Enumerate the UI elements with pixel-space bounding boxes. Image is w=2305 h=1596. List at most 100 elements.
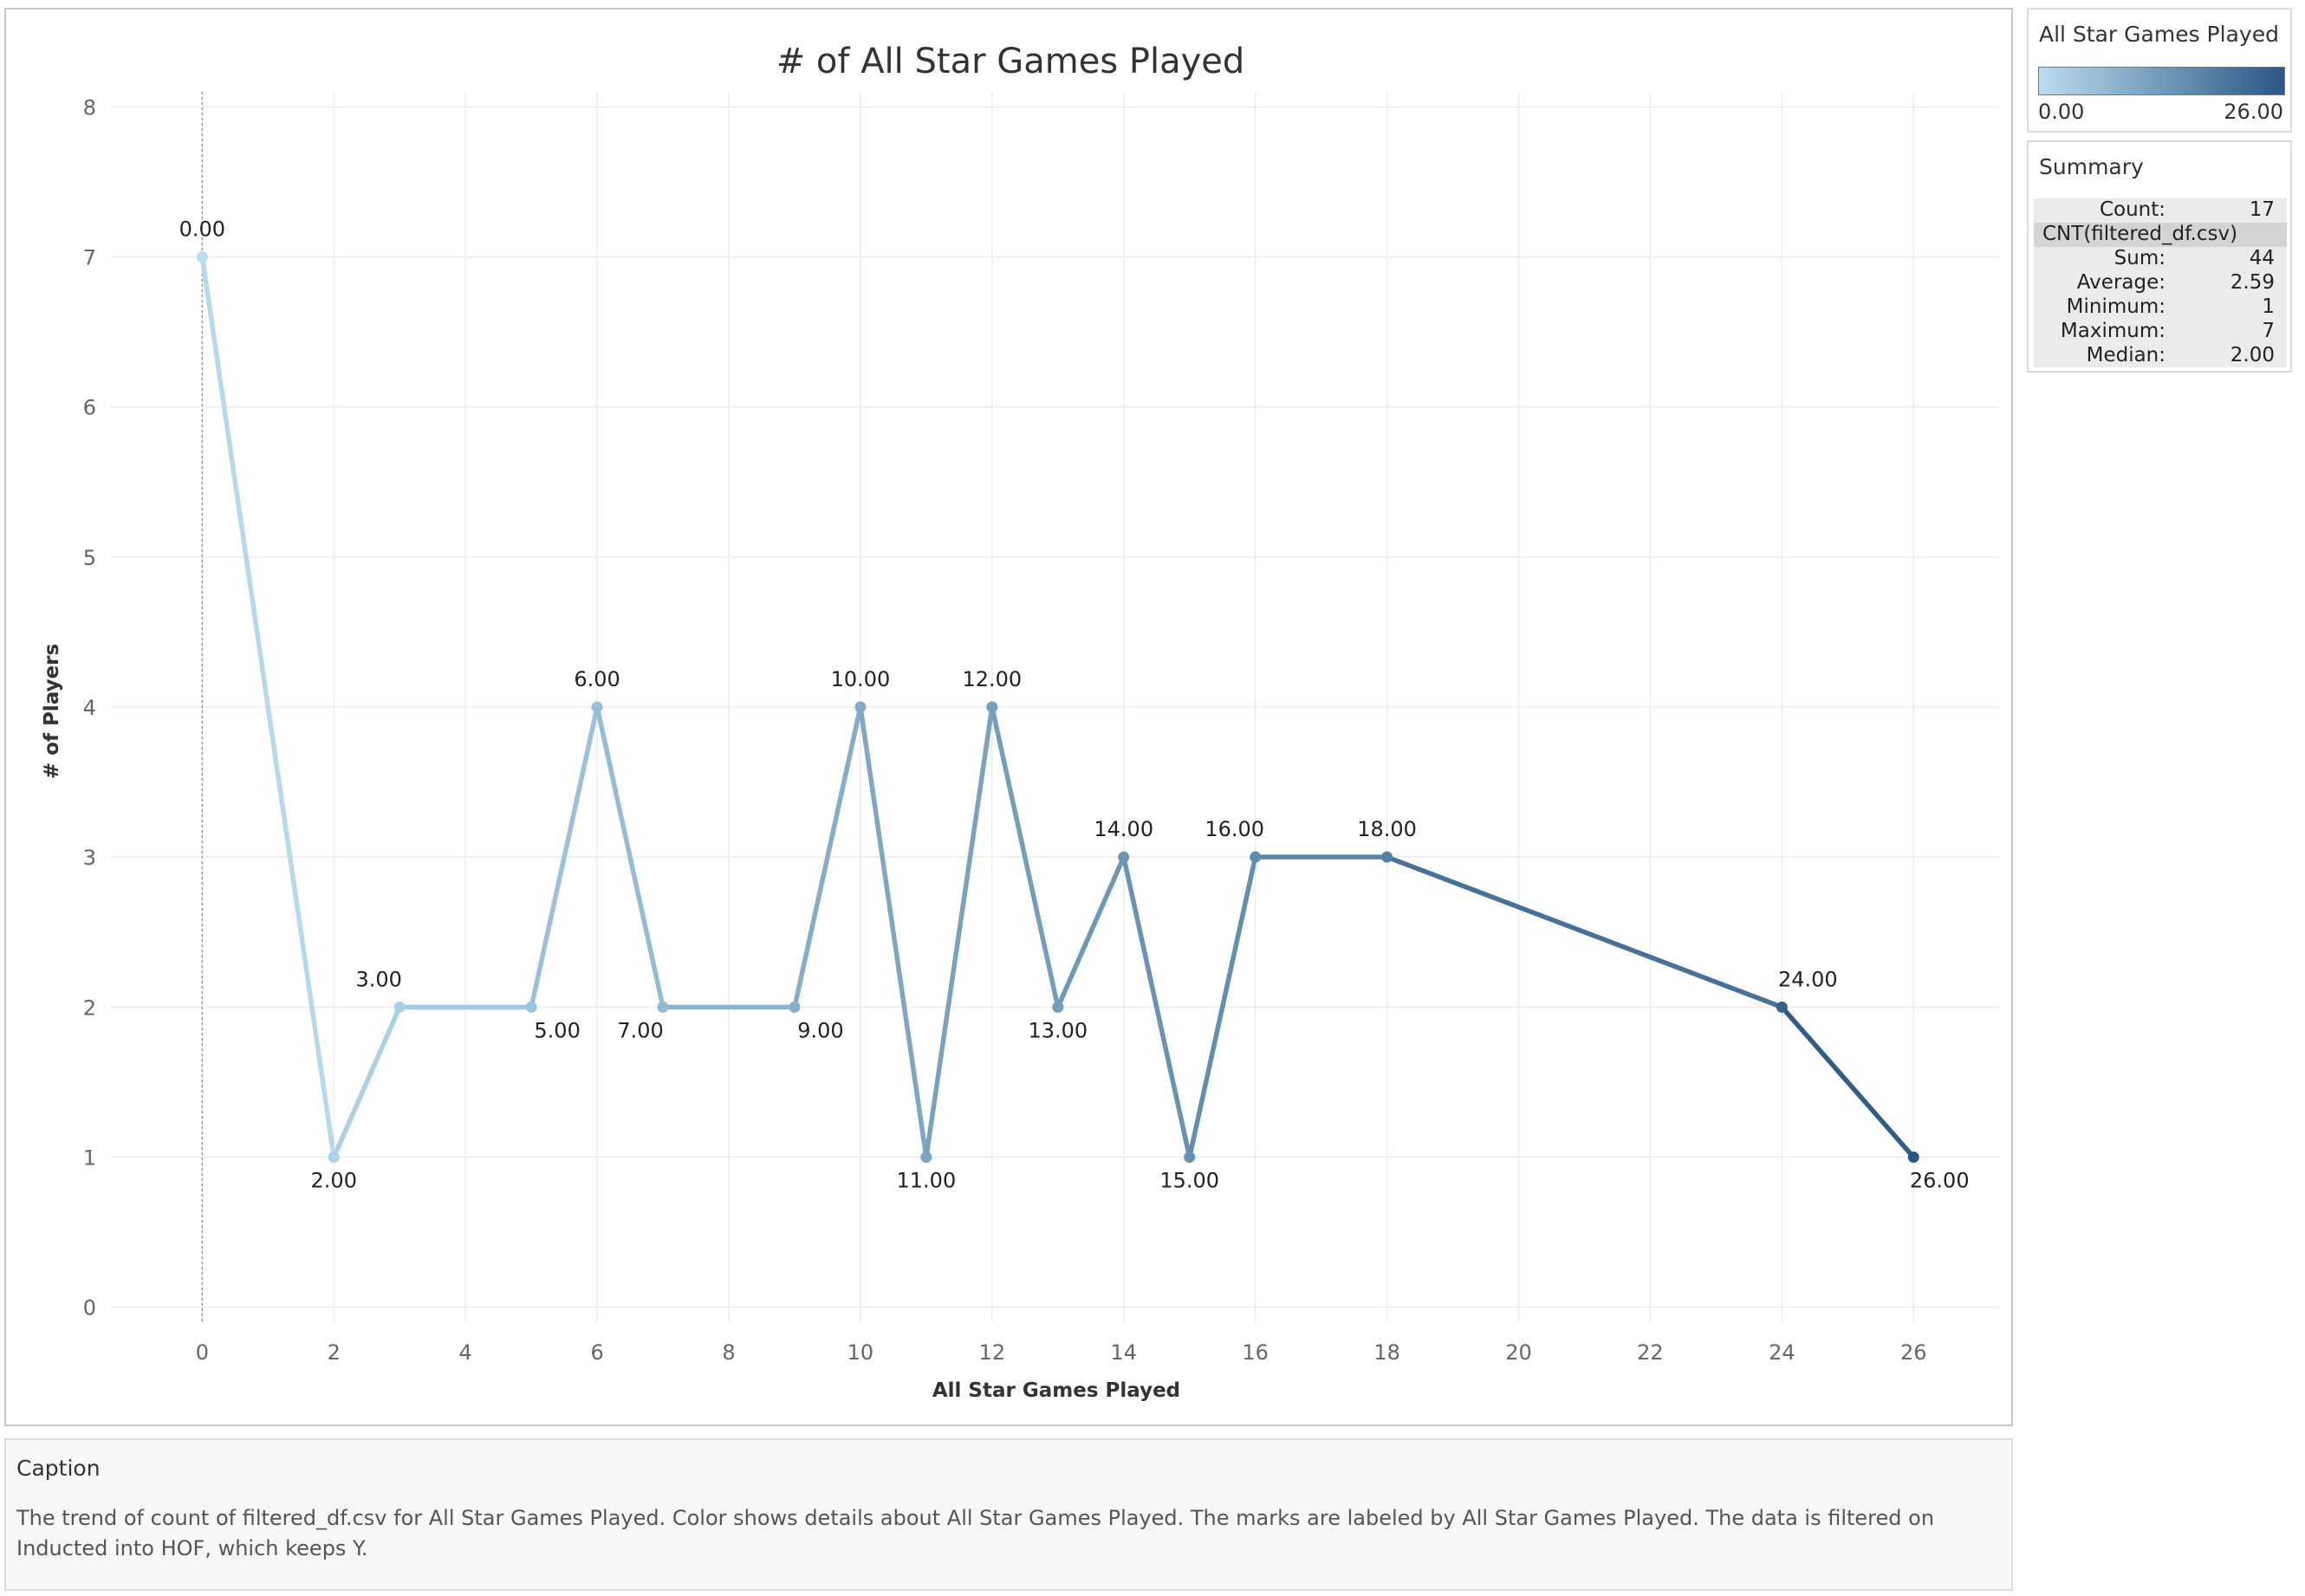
data-label: 11.00	[897, 1169, 957, 1193]
caption-text: The trend of count of filtered_df.csv fo…	[16, 1506, 1935, 1560]
summary-label: Average:	[2076, 271, 2165, 294]
line-segment	[924, 704, 995, 1160]
color-legend[interactable]: All Star Games Played 0.00 26.00	[2027, 8, 2292, 133]
summary-title: Summary	[2039, 154, 2144, 179]
data-label: 12.00	[962, 667, 1022, 691]
data-point	[1118, 851, 1130, 863]
x-tick-label: 14	[1110, 1340, 1137, 1365]
x-tick-label: 20	[1505, 1340, 1532, 1365]
x-tick-label: 18	[1373, 1340, 1400, 1365]
series-line	[199, 254, 1917, 1160]
line-segment	[199, 254, 337, 1160]
x-tick-label: 16	[1242, 1340, 1269, 1365]
line-segment	[529, 704, 600, 1010]
data-label: 5.00	[534, 1018, 580, 1042]
summary-row-median: Median: 2.00	[2034, 344, 2287, 368]
x-tick-label: 4	[459, 1340, 472, 1365]
data-label: 13.00	[1028, 1018, 1088, 1042]
legend-color-ramp	[2038, 67, 2285, 95]
data-label: 24.00	[1778, 967, 1838, 991]
summary-value: 2.00	[2230, 344, 2275, 367]
y-tick-label: 5	[83, 546, 96, 570]
summary-row-maximum: Maximum: 7	[2034, 320, 2287, 344]
summary-value: 1	[2262, 295, 2275, 318]
summary-value: 17	[2249, 198, 2275, 221]
x-tick-label: 0	[196, 1340, 209, 1365]
legend-max-label: 26.00	[2224, 100, 2283, 124]
data-point	[789, 1001, 801, 1013]
data-point	[1052, 1001, 1064, 1013]
x-tick-label: 10	[847, 1340, 874, 1365]
data-point	[393, 1001, 406, 1013]
summary-field-name: CNT(filtered_df.csv)	[2034, 223, 2287, 247]
summary-label: Count:	[2099, 198, 2165, 221]
caption-panel: Caption The trend of count of filtered_d…	[4, 1438, 2013, 1591]
data-label: 2.00	[311, 1169, 357, 1193]
data-label: 15.00	[1159, 1169, 1219, 1193]
y-tick-label: 2	[83, 996, 96, 1020]
data-point	[920, 1152, 932, 1164]
data-label: 16.00	[1204, 817, 1264, 841]
summary-row-count: Count: 17	[2034, 198, 2287, 223]
y-tick-label: 8	[83, 95, 96, 120]
summary-label: Sum:	[2113, 247, 2165, 269]
y-tick-label: 6	[83, 396, 96, 420]
x-tick-label: 24	[1769, 1340, 1795, 1365]
data-point	[1250, 851, 1262, 863]
line-segment	[1055, 854, 1127, 1010]
summary-row-average: Average: 2.59	[2034, 271, 2287, 295]
x-tick-label: 22	[1637, 1340, 1664, 1365]
line-segment	[1186, 854, 1258, 1160]
summary-row-minimum: Minimum: 1	[2034, 295, 2287, 320]
data-labels: 0.00 2.00 3.00 5.00 6.00 7.00 9.00 10.00 11.00 12…	[179, 217, 1970, 1192]
data-point	[328, 1152, 340, 1164]
caption-title: Caption	[16, 1456, 101, 1481]
data-label: 14.00	[1094, 817, 1153, 841]
y-axis-title: # of Players	[41, 644, 63, 779]
legend-min-label: 0.00	[2038, 100, 2085, 124]
summary-value: 7	[2262, 320, 2275, 342]
data-label: 6.00	[574, 667, 620, 691]
line-segment	[990, 704, 1061, 1010]
line-segment	[1121, 854, 1192, 1160]
summary-value: 44	[2249, 247, 2275, 269]
line-segment	[792, 704, 863, 1010]
data-point	[1184, 1152, 1196, 1164]
data-point	[525, 1001, 537, 1013]
y-tick-label: 0	[83, 1296, 96, 1320]
data-label: 26.00	[1910, 1169, 1970, 1193]
summary-value: 2.59	[2230, 271, 2275, 294]
summary-label: Minimum:	[2066, 295, 2165, 318]
y-tick-label: 7	[83, 245, 96, 269]
summary-field-label: CNT(filtered_df.csv)	[2042, 223, 2238, 245]
data-label: 0.00	[179, 217, 225, 241]
grid	[110, 92, 1999, 1322]
x-tick-label: 12	[979, 1340, 1006, 1365]
summary-label: Maximum:	[2060, 320, 2165, 342]
data-point	[196, 250, 208, 263]
chart-title: # of All Star Games Played	[776, 42, 1245, 81]
data-label: 7.00	[617, 1018, 663, 1042]
data-label: 3.00	[355, 967, 401, 991]
data-label: 18.00	[1357, 817, 1417, 841]
data-point	[591, 701, 603, 713]
x-tick-label: 8	[722, 1340, 735, 1365]
data-point	[1381, 851, 1393, 863]
summary-row-sum: Sum: 44	[2034, 247, 2287, 271]
data-point	[854, 701, 867, 713]
data-point	[1907, 1152, 1919, 1164]
data-points	[196, 250, 1919, 1164]
line-segment	[1779, 1004, 1917, 1160]
line-segment	[331, 1004, 402, 1160]
y-tick-label: 3	[83, 846, 96, 870]
summary-stats: Count: 17 CNT(filtered_df.csv) Sum: 44 A…	[2034, 198, 2287, 367]
x-tick-label: 2	[328, 1340, 341, 1365]
y-tick-label: 4	[83, 696, 96, 720]
data-point	[1776, 1001, 1788, 1013]
data-label: 10.00	[831, 667, 891, 691]
line-segment	[858, 704, 929, 1160]
summary-card: Summary Count: 17 CNT(filtered_df.csv) S…	[2027, 140, 2292, 373]
